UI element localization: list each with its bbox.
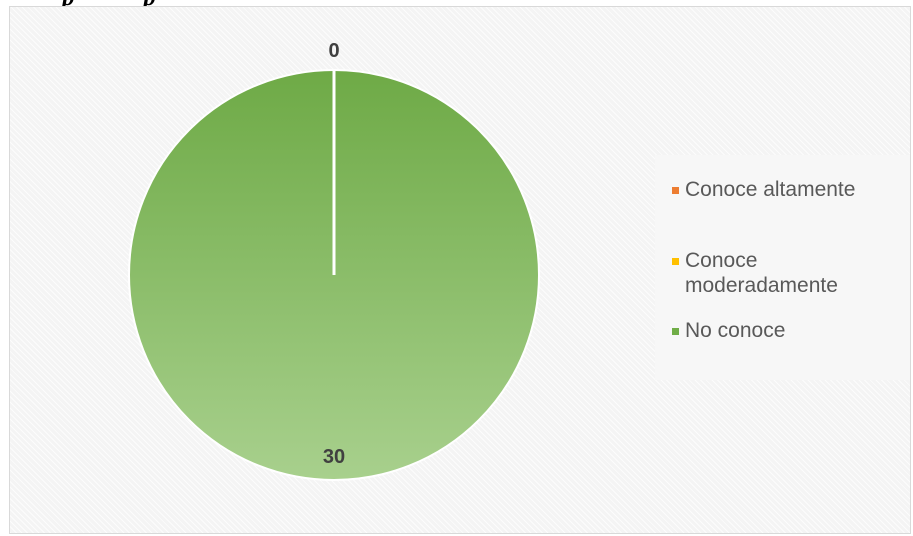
data-label-thirty: 30: [323, 446, 345, 468]
figure-caption-fragment: p p: [62, 0, 156, 12]
legend-label: No conoce: [685, 319, 786, 342]
legend-label: Conoce altamente: [685, 178, 856, 201]
legend-item-no-conoce: No conoce: [672, 318, 905, 343]
legend-swatch-green: [672, 328, 679, 335]
legend-item-conoce-moderadamente: Conoce moderadamente: [672, 248, 905, 298]
legend-item-conoce-altamente: Conoce altamente: [672, 177, 905, 202]
legend-swatch-orange: [672, 187, 679, 194]
legend-label: Conoce moderadamente: [685, 249, 838, 297]
legend-swatch-yellow: [672, 258, 679, 265]
chart-legend: Conoce altamente Conoce moderadamente No…: [655, 155, 910, 380]
data-label-zero: 0: [328, 40, 339, 62]
